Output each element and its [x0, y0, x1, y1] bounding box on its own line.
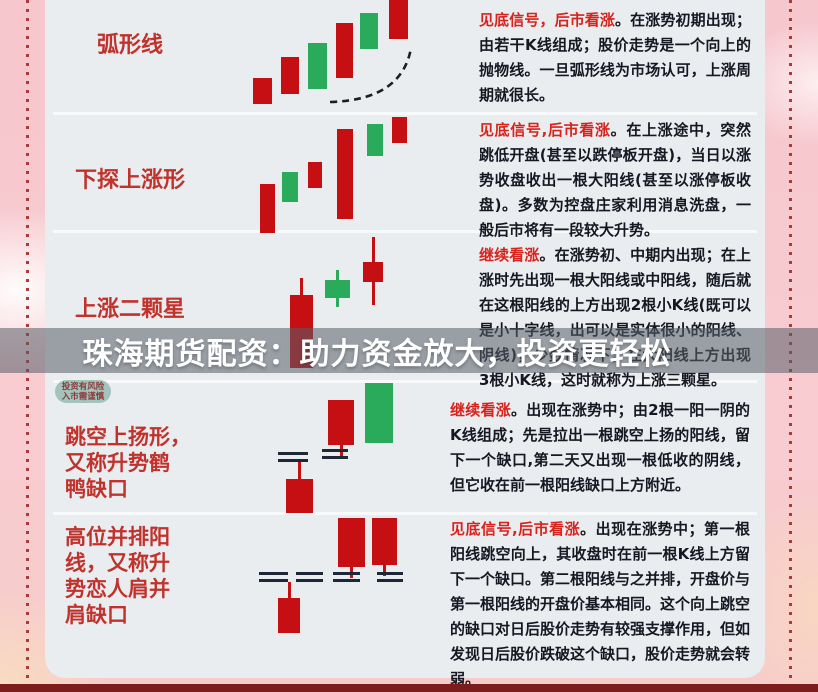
- pattern-name-probe-rise: 下探上涨形: [74, 168, 185, 193]
- watermark-ad-band: 珠海期货配资：助力资金放大，投资更轻松: [0, 328, 818, 373]
- row-separator: [53, 380, 757, 383]
- pattern-name-two-stars: 上涨二颗星: [74, 297, 185, 322]
- risk-warning-badge: 投资有风险 入市需谨慎: [55, 380, 111, 403]
- signal-label: 见底信号，后市看涨: [479, 11, 616, 29]
- signal-label: 继续看涨: [479, 246, 540, 264]
- row-separator: [53, 112, 757, 115]
- pattern-name-parallel-yang: 高位并排阳 线，又称升 势恋人肩并 肩缺口: [65, 525, 170, 627]
- description-gap-up: 继续看涨。出现在涨势中；由2根一阳一阴的K线组成；先是拉出一根跳空上扬的阳线，留…: [450, 398, 750, 498]
- description-arc-line: 见底信号，后市看涨。在涨势初期出现；由若干K线组成；股价走势是一个向上的抛物线。…: [479, 8, 751, 108]
- pattern-name-gap-up: 跳空上扬形， 又称升势鹤 鸭缺口: [65, 425, 191, 501]
- description-text: 。在上涨途中，突然跳低开盘(甚至以跌停板开盘)，当日以涨势收盘收出一根大阳线(甚…: [479, 121, 751, 239]
- description-text: 。在涨势初期出现；由若干K线组成；股价走势是一个向上的抛物线。一旦弧形线为市场认…: [479, 11, 751, 104]
- signal-label: 见底信号,后市看涨: [479, 121, 611, 139]
- description-text: 。出现在涨势中；由2根一阳一阴的K线组成；先是拉出一根跳空上扬的阳线，留下一个缺…: [450, 401, 750, 494]
- description-text: 。出现在涨势中；第一根阳线跳空向上，其收盘时在前一根K线上方留下一个缺口。第二根…: [450, 520, 751, 688]
- row-separator: [53, 230, 757, 233]
- watermark-ad-text: 珠海期货配资：助力资金放大，投资更轻松: [82, 336, 672, 372]
- pattern-name-arc-line: 弧形线: [96, 33, 163, 58]
- signal-label: 见底信号,后市看涨: [450, 520, 581, 538]
- signal-label: 继续看涨: [450, 401, 511, 419]
- row-separator: [53, 512, 757, 515]
- description-parallel-yang: 见底信号,后市看涨。出现在涨势中；第一根阳线跳空向上，其收盘时在前一根K线上方留…: [450, 517, 750, 692]
- description-probe-rise: 见底信号,后市看涨。在上涨途中，突然跳低开盘(甚至以跌停板开盘)，当日以涨势收盘…: [479, 118, 751, 243]
- bottom-red-bar: [0, 684, 818, 692]
